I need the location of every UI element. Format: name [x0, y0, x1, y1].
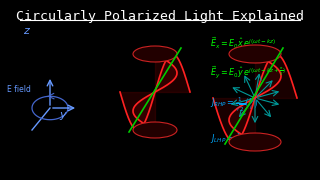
Ellipse shape	[133, 46, 177, 62]
Text: $J_{RHP} = \frac{1}{\sqrt{2}}\binom{1}{i}$: $J_{RHP} = \frac{1}{\sqrt{2}}\binom{1}{i…	[210, 95, 258, 114]
Text: z: z	[23, 26, 29, 36]
Text: $\vec{E}_x = E_0\hat{x}\,e^{j(\omega t-kz)}$: $\vec{E}_x = E_0\hat{x}\,e^{j(\omega t-k…	[210, 35, 276, 51]
Ellipse shape	[133, 122, 177, 138]
Text: y: y	[59, 110, 66, 120]
Ellipse shape	[229, 133, 281, 151]
Text: E field: E field	[7, 86, 31, 94]
Text: $J_{LHP} = \frac{1}{\sqrt{2}}\binom{1}{-i}$: $J_{LHP} = \frac{1}{\sqrt{2}}\binom{1}{-…	[210, 131, 260, 150]
Text: $\vec{E}_y = E_0\hat{y}\,e^{j(\omega t-kz+\frac{\pi}{2})}$: $\vec{E}_y = E_0\hat{y}\,e^{j(\omega t-k…	[210, 64, 286, 80]
Ellipse shape	[229, 45, 281, 63]
Text: Circularly Polarized Light Explained: Circularly Polarized Light Explained	[16, 10, 304, 23]
